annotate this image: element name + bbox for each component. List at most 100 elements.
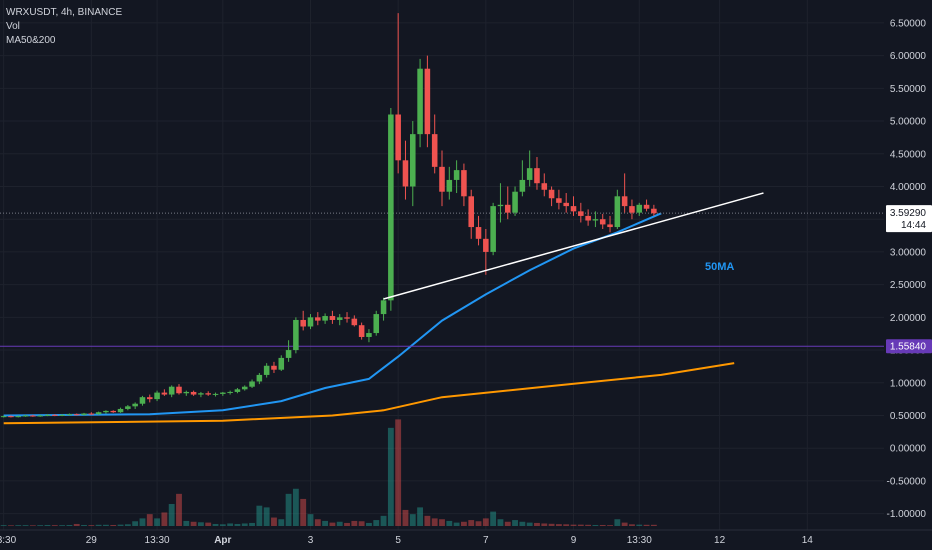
time-tick-label: 29	[86, 535, 98, 546]
candle	[431, 114, 438, 174]
ma-indicator-label[interactable]: MA50&200	[6, 35, 56, 46]
volume-bar	[37, 525, 44, 526]
volume-bar	[0, 525, 7, 526]
horizontal-levels	[0, 212, 884, 347]
candle	[241, 385, 248, 391]
candle	[249, 379, 255, 389]
candle	[256, 372, 263, 385]
candle-body	[44, 414, 51, 416]
candle-body	[227, 391, 233, 393]
volume-bar	[139, 518, 146, 526]
candle	[263, 363, 270, 378]
candle	[205, 391, 211, 396]
volume-bar	[88, 525, 95, 526]
candle	[176, 384, 182, 395]
volume-bar	[219, 524, 226, 526]
time-axis[interactable]: 13:30 29 13:30 Apr 3 5 7 9 13:30 12 14	[0, 529, 932, 550]
volume-bar	[124, 524, 131, 526]
candle-body	[504, 204, 511, 213]
candle-body	[490, 206, 496, 252]
candle-body	[512, 191, 518, 213]
candle-body	[95, 412, 102, 415]
candle	[234, 388, 241, 394]
volume-bar	[51, 525, 58, 526]
volume-bar	[643, 524, 650, 526]
candle	[534, 157, 540, 190]
candle	[439, 150, 445, 207]
candle	[300, 310, 306, 331]
volume-bar	[307, 514, 314, 526]
candle-body	[344, 317, 350, 319]
volume-bar	[176, 493, 182, 526]
volume-bar	[263, 507, 270, 526]
candle	[556, 189, 562, 210]
volume-bar	[322, 520, 329, 526]
candle-body	[66, 414, 73, 416]
candle-body	[117, 408, 124, 413]
volume-bar	[439, 519, 445, 526]
price-axis[interactable]: 6.50000 6.00000 5.50000 5.00000 4.50000 4.000…	[884, 0, 932, 550]
candle-body	[315, 317, 321, 321]
candle-body	[307, 317, 314, 327]
volume-bar	[329, 522, 336, 526]
candle-body	[453, 170, 460, 180]
candle-body	[336, 317, 343, 320]
current-price-tag	[886, 205, 932, 233]
price-tick-label: 2.50000	[890, 280, 927, 291]
candle	[483, 229, 489, 275]
volume-bar	[314, 519, 321, 526]
candle-body	[0, 416, 7, 418]
candle	[599, 213, 606, 230]
candle-body	[220, 392, 226, 394]
candle	[227, 390, 233, 395]
price-countdown: 14:44	[901, 220, 926, 231]
volume-bar	[409, 514, 416, 526]
candle	[81, 412, 87, 416]
symbol-label[interactable]: WRXUSDT, 4h, BINANCE	[6, 7, 123, 18]
candle	[497, 183, 504, 223]
candle-body	[329, 316, 336, 320]
candle	[592, 211, 599, 228]
volume-bar	[497, 519, 504, 526]
ma200-path	[3, 362, 735, 425]
volume-indicator-label[interactable]: Vol	[6, 21, 20, 32]
candle-body	[8, 416, 14, 418]
candle	[614, 189, 621, 230]
candle-body	[234, 389, 241, 392]
candle-body	[293, 319, 299, 351]
volume-bar	[468, 520, 475, 526]
time-tick-label: 12	[714, 535, 726, 546]
time-tick-label: Apr	[214, 535, 231, 546]
candle-body	[541, 183, 548, 190]
trendline[interactable]	[383, 192, 764, 300]
candle-body	[263, 365, 270, 375]
candle-body	[88, 413, 95, 415]
volume-bar	[504, 521, 511, 526]
volume-bar	[431, 518, 438, 526]
volume-bar	[183, 520, 190, 526]
time-tick-label: 7	[483, 535, 489, 546]
candle	[490, 202, 496, 256]
price-tick-label: 0.00000	[890, 444, 927, 455]
candle-body	[373, 314, 380, 334]
price-tick-label: 5.50000	[890, 84, 927, 95]
candle	[373, 310, 380, 336]
candle-body	[519, 179, 526, 192]
time-axis-background	[0, 530, 932, 550]
volume-bar	[154, 518, 160, 526]
candle-body	[556, 198, 562, 203]
candle-body	[607, 224, 613, 228]
candle-body	[388, 114, 394, 301]
candle-body	[643, 204, 650, 209]
candle-body	[256, 374, 263, 382]
candle	[475, 215, 482, 246]
candle	[44, 414, 51, 417]
candle	[52, 414, 58, 417]
time-tick-label: 13:30	[0, 535, 17, 546]
candle	[59, 414, 65, 417]
volume-bar	[81, 524, 87, 526]
candle	[66, 413, 73, 416]
candle	[453, 160, 460, 194]
